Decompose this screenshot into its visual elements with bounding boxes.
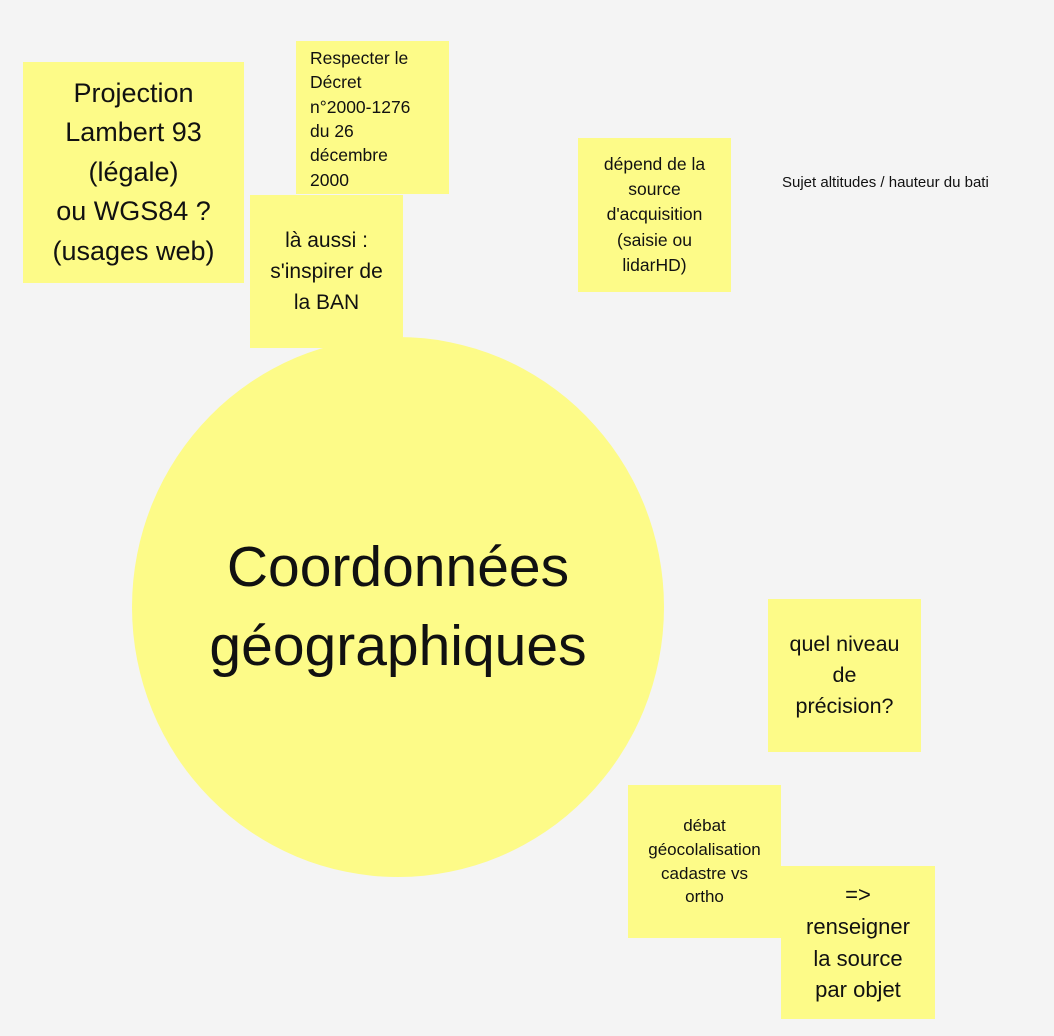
central-topic-circle[interactable]: Coordonnées géographiques	[132, 337, 664, 877]
sticky-note-renseigner-source[interactable]: => renseigner la source par objet	[781, 866, 935, 1019]
sticky-note-precision[interactable]: quel niveau de précision?	[768, 599, 921, 752]
sticky-note-ban[interactable]: là aussi : s'inspirer de la BAN	[250, 195, 403, 348]
sticky-note-projection[interactable]: Projection Lambert 93 (légale) ou WGS84 …	[23, 62, 244, 283]
text-label-altitudes[interactable]: Sujet altitudes / hauteur du bati	[782, 174, 989, 191]
sticky-note-source-acquisition[interactable]: dépend de la source d'acquisition (saisi…	[578, 138, 731, 292]
sticky-note-debat[interactable]: débat géocolalisation cadastre vs ortho	[628, 785, 781, 938]
sticky-note-decret[interactable]: Respecter le Décret n°2000-1276 du 26 dé…	[296, 41, 449, 194]
central-topic-title: Coordonnées géographiques	[209, 535, 587, 678]
